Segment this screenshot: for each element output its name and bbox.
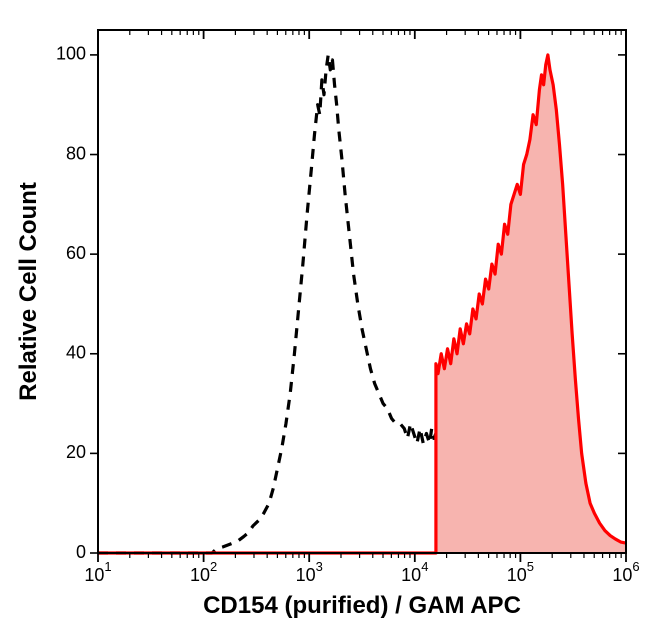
y-tick-label: 40 — [66, 343, 86, 363]
x-tick-label: 105 — [507, 559, 534, 585]
x-axis-label: CD154 (purified) / GAM APC — [203, 592, 521, 619]
x-tick-label: 104 — [401, 559, 428, 585]
chart-svg: 0 20 40 60 80 100 101 102 103 104 105 106 CD154 (pur… — [0, 0, 646, 641]
y-tick-label: 100 — [56, 44, 86, 64]
y-tick-label: 80 — [66, 143, 86, 163]
x-tick-label: 102 — [190, 559, 217, 585]
x-tick-label: 106 — [612, 559, 639, 585]
y-axis-label: Relative Cell Count — [15, 182, 42, 401]
y-tick-label: 60 — [66, 243, 86, 263]
x-tick-label: 101 — [84, 559, 111, 585]
x-tick-label: 103 — [296, 559, 323, 585]
y-tick-label: 20 — [66, 442, 86, 462]
flow-cytometry-histogram: 0 20 40 60 80 100 101 102 103 104 105 106 CD154 (pur… — [0, 0, 646, 641]
y-tick-label: 0 — [76, 542, 86, 562]
